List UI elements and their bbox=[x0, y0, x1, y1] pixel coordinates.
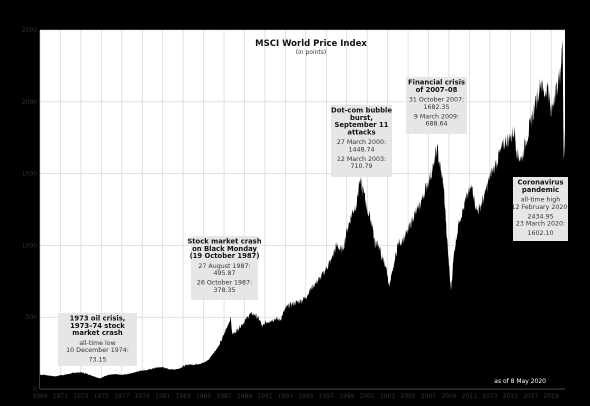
annotation-title: September 11 bbox=[335, 121, 389, 129]
x-tick-label: 1995 bbox=[298, 393, 313, 400]
x-tick-label: 2011 bbox=[462, 393, 477, 400]
y-tick-label: 0 bbox=[33, 386, 37, 393]
x-tick-label: 1997 bbox=[319, 393, 334, 400]
x-tick-label: 1991 bbox=[257, 393, 272, 400]
x-tick-label: 1971 bbox=[53, 393, 68, 400]
annotation-detail: 10 December 1974: bbox=[66, 347, 129, 354]
annotation-detail: all-time high bbox=[521, 197, 561, 204]
x-tick-label: 2009 bbox=[441, 393, 456, 400]
annotation-title: 1973 oil crisis, bbox=[70, 315, 126, 323]
annotation-title: Coronavirus bbox=[517, 179, 563, 187]
annotation-background bbox=[58, 313, 137, 366]
x-tick-label: 1985 bbox=[196, 393, 211, 400]
annotation-detail: 31 October 2007: bbox=[409, 97, 464, 104]
annotation-detail: 12 March 2003: bbox=[337, 156, 386, 163]
x-tick-label: 1989 bbox=[237, 393, 252, 400]
y-tick-label: 1500 bbox=[22, 171, 37, 178]
annotation-title: attacks bbox=[347, 128, 375, 136]
annotation-detail: 1682.35 bbox=[423, 104, 449, 111]
annotation-detail: 1448.74 bbox=[348, 146, 374, 153]
annotation-detail: 27 March 2000: bbox=[337, 139, 386, 146]
annotation-background bbox=[191, 236, 258, 300]
x-tick-label: 1987 bbox=[216, 393, 231, 400]
y-tick-label: 500 bbox=[26, 314, 38, 321]
annotation-background bbox=[513, 177, 568, 241]
annotation-detail: 688.64 bbox=[425, 121, 447, 128]
x-tick-label: 1969 bbox=[32, 393, 47, 400]
annotation-detail: 12 February 2020: bbox=[511, 204, 569, 211]
annotation-detail: 378.35 bbox=[213, 287, 235, 294]
annotation-background bbox=[331, 105, 392, 177]
y-tick-label: 2500 bbox=[22, 27, 37, 34]
annotation-title: burst, bbox=[350, 114, 373, 122]
x-tick-label: 2007 bbox=[421, 393, 436, 400]
annotation-title: Dot-com bubble bbox=[331, 107, 392, 115]
x-tick-label: 1981 bbox=[155, 393, 170, 400]
annotation-detail: 2434.95 bbox=[527, 213, 553, 220]
x-tick-label: 1999 bbox=[339, 393, 354, 400]
annotation-detail: 23 March 2020: bbox=[516, 221, 565, 228]
annotation-detail: 710.79 bbox=[350, 163, 372, 170]
annotation-title: on Black Monday bbox=[192, 245, 257, 253]
x-tick-label: 2003 bbox=[380, 393, 395, 400]
x-tick-label: 2013 bbox=[482, 393, 497, 400]
annotation-title: pandemic bbox=[522, 186, 559, 194]
price-area bbox=[40, 39, 565, 390]
y-tick-label: 2000 bbox=[22, 99, 37, 106]
annotation-title: Stock market crash bbox=[187, 238, 261, 246]
chart-subtitle: (in points) bbox=[296, 49, 327, 56]
x-tick-label: 2001 bbox=[360, 393, 375, 400]
chart-title: MSCI World Price Index bbox=[255, 39, 367, 49]
annotation-title: market crash bbox=[72, 329, 123, 337]
as-of-note: as of 8 May 2020 bbox=[494, 378, 546, 385]
x-tick-label: 1993 bbox=[278, 393, 293, 400]
annotation-title: of 2007–08 bbox=[416, 86, 458, 94]
x-tick-label: 1975 bbox=[94, 393, 109, 400]
annotation-detail: 73.15 bbox=[88, 357, 106, 364]
axis-layer: 0 500 1000 1500 2000 2500 1969 1971 1973 1975 1977… bbox=[22, 27, 565, 400]
annotation-title: Financial crisis bbox=[408, 79, 465, 87]
annotation-detail: 27 August 1987: bbox=[198, 263, 250, 270]
x-tick-label: 1979 bbox=[135, 393, 150, 400]
x-tick-label: 1973 bbox=[73, 393, 88, 400]
x-tick-label: 2005 bbox=[400, 393, 415, 400]
annotation-detail: 26 October 1987: bbox=[197, 280, 252, 287]
x-tick-label: 1977 bbox=[114, 393, 129, 400]
annotation-title: (19 October 1987) bbox=[190, 252, 260, 260]
annotation-title: 1973–74 stock bbox=[70, 322, 125, 330]
x-tick-label: 2019 bbox=[544, 393, 559, 400]
x-tick-label: 1983 bbox=[175, 393, 190, 400]
y-tick-label: 1000 bbox=[22, 242, 37, 249]
x-tick-label: 2015 bbox=[503, 393, 518, 400]
annotation-detail: 1602.10 bbox=[527, 230, 553, 237]
annotation-detail: 495.87 bbox=[213, 270, 235, 277]
annotation-detail: 9 March 2009: bbox=[414, 113, 459, 120]
x-tick-label: 2017 bbox=[523, 393, 538, 400]
annotation-detail: all-time low bbox=[79, 340, 116, 347]
annotation-background bbox=[406, 77, 467, 134]
